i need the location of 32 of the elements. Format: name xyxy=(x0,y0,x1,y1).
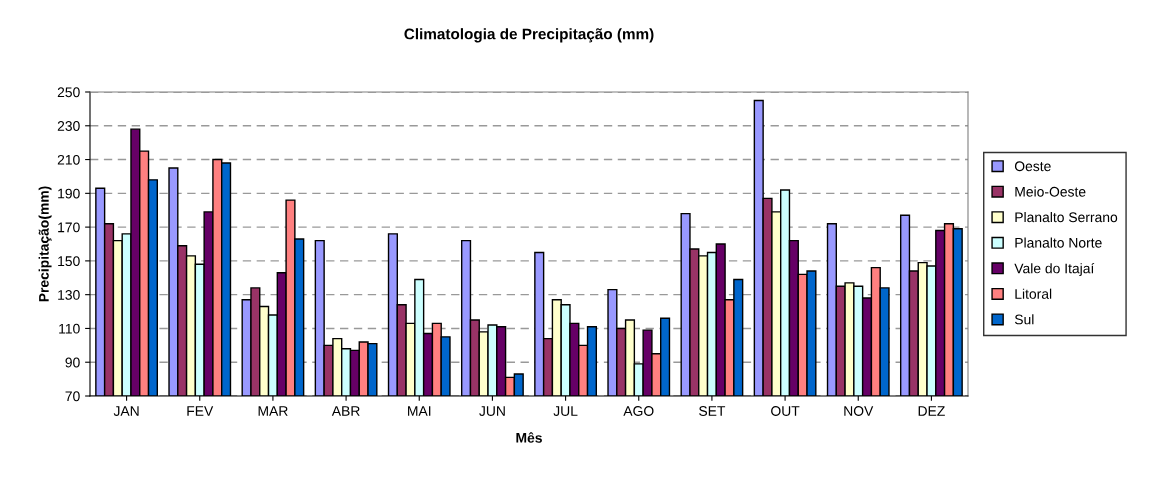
y-tick-label: 190 xyxy=(58,188,80,199)
x-tick-label: AGO xyxy=(623,406,654,416)
x-tick-label: JUN xyxy=(479,406,505,416)
x-tick-label: MAR xyxy=(258,406,288,416)
x-tick-label: DEZ xyxy=(918,406,945,416)
x-tick-label: OUT xyxy=(771,406,800,416)
legend-label: Meio-Oeste xyxy=(1015,186,1086,197)
x-tick-label: FEV xyxy=(187,406,214,416)
legend-label: Vale do Itajaí xyxy=(1014,262,1095,277)
y-tick-label: 230 xyxy=(57,121,80,131)
y-tick-label: 110 xyxy=(59,323,80,334)
x-tick-label: JUL xyxy=(553,406,578,416)
y-tick-label: 170 xyxy=(58,222,80,233)
x-tick-label: JAN xyxy=(113,406,139,416)
y-tick-label: 70 xyxy=(65,391,80,402)
legend-label: Planalto Serrano xyxy=(1015,212,1118,223)
y-tick-label: 90 xyxy=(65,357,80,368)
y-axis-title: Precipitação(mm) xyxy=(38,186,52,302)
legend-label: Litoral xyxy=(1015,288,1052,299)
legend-label: Planalto Norte xyxy=(1015,237,1102,248)
x-tick-label: NOV xyxy=(844,406,874,416)
legend-label: Sul xyxy=(1014,314,1034,325)
y-tick-label: 250 xyxy=(57,87,80,98)
y-tick-label: 150 xyxy=(58,256,80,267)
legend-label: Oeste xyxy=(1014,161,1051,172)
x-axis-title: Mês xyxy=(516,432,542,443)
x-tick-label: ABR xyxy=(331,406,360,416)
chart-title: Climatologia de Precipitação (mm) xyxy=(404,28,654,43)
x-tick-label: MAI xyxy=(408,406,431,416)
y-tick-label: 210 xyxy=(57,154,80,165)
y-tick-label: 130 xyxy=(58,290,80,300)
x-tick-label: SET xyxy=(699,406,726,416)
